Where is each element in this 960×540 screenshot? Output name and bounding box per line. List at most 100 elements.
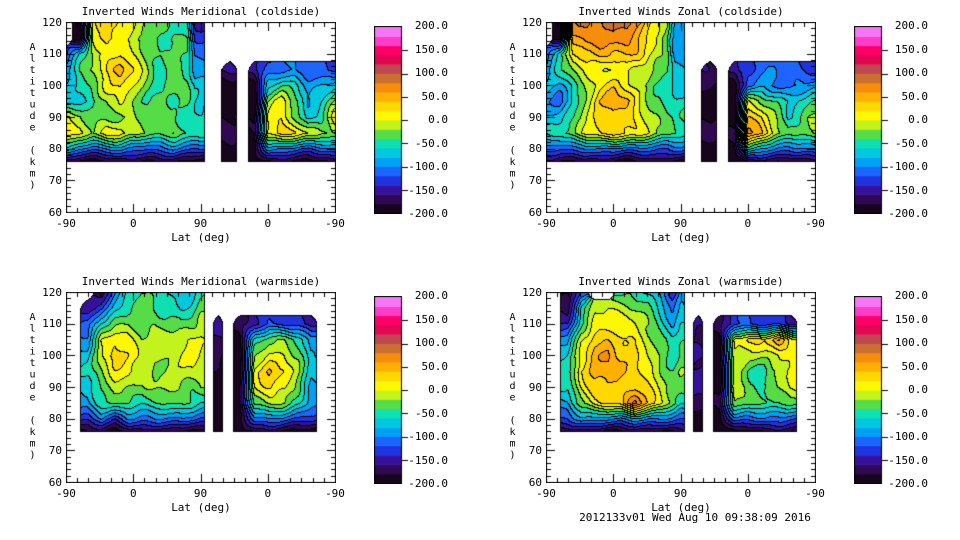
colorbar-tick-label: 200.0 — [414, 19, 448, 32]
colorbar — [854, 296, 890, 484]
colorbar-tick-label: 50.0 — [421, 359, 449, 373]
panel-title: Inverted Winds Meridional (warmside) — [81, 275, 321, 288]
colorbar-tick-label: -100.0 — [408, 430, 448, 443]
colorbar-tick-label: 100.0 — [894, 336, 928, 349]
y-tick-label: 120 — [42, 15, 62, 29]
colorbar-tick-label: -100.0 — [408, 160, 448, 173]
y-tick-label: 120 — [522, 285, 542, 299]
y-tick-label: 80 — [528, 142, 542, 156]
panel-zonal-warmside: Inverted Winds Zonal (warmside) Altitude… — [480, 270, 960, 540]
y-tick-label: 80 — [528, 412, 542, 426]
colorbar-tick-label: 150.0 — [414, 42, 448, 56]
panel-meridional-coldside: Inverted Winds Meridional (coldside) Alt… — [0, 0, 480, 270]
contour-plot-canvas — [66, 292, 336, 483]
x-tick-label: 90 — [193, 487, 208, 500]
x-axis-label: Lat (deg) — [171, 231, 231, 244]
y-tick-label: 110 — [42, 47, 62, 61]
colorbar — [374, 26, 410, 214]
colorbar — [374, 296, 410, 484]
y-tick-label: 110 — [522, 47, 542, 61]
y-tick-label: 80 — [48, 412, 62, 426]
colorbar-tick-label: 50.0 — [901, 89, 929, 103]
y-tick-label: 100 — [522, 348, 542, 362]
x-tick-label: 0 — [609, 487, 617, 500]
y-tick-label: 110 — [42, 317, 62, 331]
x-tick-label: 0 — [129, 217, 137, 230]
colorbar-tick-label: 50.0 — [901, 359, 929, 373]
panel-title: Inverted Winds Zonal (coldside) — [578, 5, 784, 18]
x-tick-label: -90 — [56, 487, 76, 500]
colorbar-tick-label: -50.0 — [414, 406, 448, 420]
y-tick-label: 90 — [48, 110, 62, 124]
x-tick-label: -90 — [805, 217, 825, 230]
y-tick-label: 80 — [48, 142, 62, 156]
x-tick-label: -90 — [325, 217, 345, 230]
colorbar-tick-label: 150.0 — [414, 312, 448, 326]
y-tick-label: 120 — [42, 285, 62, 299]
x-tick-label: 0 — [744, 217, 752, 230]
colorbar-tick-label: 100.0 — [414, 66, 448, 79]
y-tick-label: 70 — [48, 443, 62, 457]
colorbar-tick-label: -150.0 — [888, 453, 928, 467]
colorbar — [854, 26, 890, 214]
y-tick-label: 90 — [528, 380, 542, 394]
x-tick-label: -90 — [536, 487, 556, 500]
colorbar-tick-label: 0.0 — [428, 113, 448, 126]
x-tick-label: -90 — [536, 217, 556, 230]
x-tick-label: 0 — [129, 487, 137, 500]
colorbar-tick-label: 0.0 — [908, 113, 928, 126]
panel-meridional-warmside: Inverted Winds Meridional (warmside) Alt… — [0, 270, 480, 540]
x-tick-label: 0 — [264, 217, 272, 230]
colorbar-tick-label: -100.0 — [888, 160, 928, 173]
x-axis-label: Lat (deg) — [651, 501, 711, 514]
colorbar-tick-label: 200.0 — [414, 289, 448, 302]
x-tick-label: 0 — [744, 487, 752, 500]
colorbar-tick-label: 0.0 — [428, 383, 448, 396]
y-tick-label: 100 — [522, 78, 542, 92]
colorbar-tick-label: -100.0 — [888, 430, 928, 443]
y-tick-label: 70 — [528, 443, 542, 457]
y-tick-label: 100 — [42, 348, 62, 362]
timestamp-footer: 2012133v01 Wed Aug 10 09:38:09 2016 — [579, 511, 811, 524]
colorbar-tick-label: 100.0 — [414, 336, 448, 349]
colorbar-tick-label: 150.0 — [894, 312, 928, 326]
colorbar-tick-label: -200.0 — [888, 207, 928, 220]
x-tick-label: -90 — [805, 487, 825, 500]
x-tick-label: 0 — [609, 217, 617, 230]
colorbar-tick-label: 50.0 — [421, 89, 449, 103]
panel-title: Inverted Winds Zonal (warmside) — [578, 275, 784, 288]
y-tick-label: 100 — [42, 78, 62, 92]
colorbar-tick-label: 150.0 — [894, 42, 928, 56]
x-axis-label: Lat (deg) — [651, 231, 711, 244]
y-axis-label: Altitude (km) — [507, 312, 518, 462]
x-tick-label: 90 — [673, 217, 688, 230]
y-tick-label: 90 — [528, 110, 542, 124]
colorbar-tick-label: 200.0 — [894, 289, 928, 302]
colorbar-tick-label: -50.0 — [414, 136, 448, 150]
y-axis-label: Altitude (km) — [507, 42, 518, 192]
x-tick-label: 90 — [673, 487, 688, 500]
y-tick-label: 70 — [528, 173, 542, 187]
colorbar-tick-label: 100.0 — [894, 66, 928, 79]
y-tick-label: 60 — [528, 205, 542, 219]
colorbar-tick-label: -150.0 — [408, 183, 448, 197]
y-tick-label: 60 — [48, 475, 62, 489]
contour-plot-canvas — [546, 22, 816, 213]
colorbar-tick-label: 200.0 — [894, 19, 928, 32]
contour-plot-canvas — [66, 22, 336, 213]
x-tick-label: -90 — [325, 487, 345, 500]
colorbar-tick-label: -150.0 — [888, 183, 928, 197]
y-axis-label: Altitude (km) — [27, 42, 38, 192]
x-tick-label: 90 — [193, 217, 208, 230]
colorbar-tick-label: -200.0 — [408, 477, 448, 490]
y-tick-label: 70 — [48, 173, 62, 187]
colorbar-tick-label: -200.0 — [888, 477, 928, 490]
colorbar-tick-label: -50.0 — [894, 406, 928, 420]
panel-title: Inverted Winds Meridional (coldside) — [81, 5, 321, 18]
colorbar-tick-label: -50.0 — [894, 136, 928, 150]
y-tick-label: 60 — [528, 475, 542, 489]
colorbar-tick-label: 0.0 — [908, 383, 928, 396]
y-tick-label: 110 — [522, 317, 542, 331]
y-tick-label: 60 — [48, 205, 62, 219]
